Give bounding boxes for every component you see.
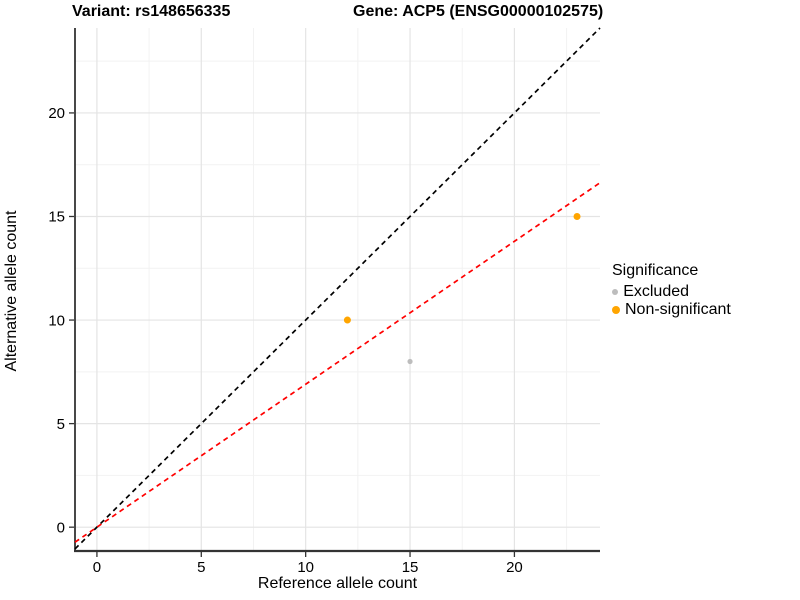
legend-item-excluded: Excluded [612, 283, 731, 301]
legend-title: Significance [612, 262, 699, 279]
x-tick-label: 10 [297, 559, 314, 576]
regression-line [74, 182, 601, 543]
legend-items: Excluded Non-significant [612, 283, 731, 319]
x-tick-label: 0 [93, 559, 101, 576]
data-point-non-significant [343, 316, 351, 324]
data-point-excluded [407, 358, 413, 365]
x-tick-label: 5 [197, 559, 205, 576]
y-tick-label: 5 [57, 416, 65, 433]
y-tick-label: 15 [48, 209, 65, 226]
gene-title: Gene: ACP5 (ENSG00000102575) [353, 3, 604, 20]
y-tick-label: 10 [48, 312, 65, 329]
y-tick-label: 20 [48, 105, 65, 122]
legend: Significance Excluded Non-significant [612, 262, 731, 319]
identity-line [74, 27, 601, 550]
legend-dot [612, 306, 620, 314]
legend-label: Excluded [623, 283, 690, 300]
legend-dot [612, 288, 619, 296]
y-tick-label: 0 [57, 519, 65, 536]
variant-title: Variant: rs148656335 [72, 3, 231, 20]
legend-label: Non-significant [625, 301, 731, 318]
legend-item-non-significant: Non-significant [612, 301, 731, 319]
x-tick-label: 15 [402, 559, 419, 576]
x-tick-label: 20 [506, 559, 523, 576]
y-axis-label: Alternative allele count [3, 210, 20, 372]
data-point-non-significant [573, 212, 581, 220]
x-axis-label: Reference allele count [257, 575, 418, 592]
